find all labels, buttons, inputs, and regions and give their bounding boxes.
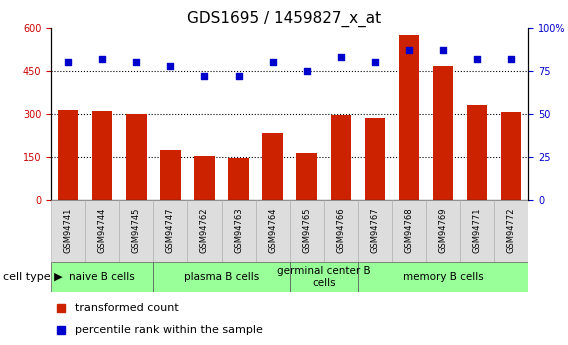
Text: GSM94762: GSM94762	[200, 207, 209, 253]
Point	[132, 59, 141, 65]
Bar	[290, 200, 324, 262]
Point	[234, 73, 243, 79]
Point	[64, 59, 73, 65]
Bar	[222, 200, 256, 262]
Text: GSM94745: GSM94745	[132, 207, 141, 253]
Text: GSM94747: GSM94747	[166, 207, 175, 253]
Bar	[494, 200, 528, 262]
Text: GSM94768: GSM94768	[404, 207, 414, 253]
Bar	[58, 110, 78, 200]
Bar	[153, 262, 290, 292]
Bar	[126, 114, 147, 200]
Bar	[460, 200, 494, 262]
Bar	[160, 150, 181, 200]
Bar	[290, 262, 358, 292]
Bar	[256, 200, 290, 262]
Bar	[228, 158, 249, 200]
Bar	[153, 200, 187, 262]
Text: germinal center B
cells: germinal center B cells	[277, 266, 370, 288]
Text: GSM94741: GSM94741	[64, 207, 73, 253]
Text: GSM94763: GSM94763	[234, 207, 243, 253]
Bar	[324, 200, 358, 262]
Bar	[85, 200, 119, 262]
Text: GSM94767: GSM94767	[370, 207, 379, 253]
Bar	[51, 262, 153, 292]
Bar	[187, 200, 222, 262]
Text: memory B cells: memory B cells	[403, 272, 483, 282]
Point	[404, 47, 414, 53]
Bar	[296, 152, 317, 200]
Text: GDS1695 / 1459827_x_at: GDS1695 / 1459827_x_at	[187, 10, 381, 27]
Text: transformed count: transformed count	[75, 303, 179, 313]
Text: GSM94771: GSM94771	[473, 207, 482, 253]
Text: GSM94772: GSM94772	[507, 207, 516, 253]
Text: plasma B cells: plasma B cells	[184, 272, 259, 282]
Bar	[194, 156, 215, 200]
Text: GSM94764: GSM94764	[268, 207, 277, 253]
Bar	[501, 112, 521, 200]
Bar	[426, 200, 460, 262]
Bar	[358, 262, 528, 292]
Point	[438, 47, 448, 53]
Point	[268, 59, 277, 65]
Bar	[392, 200, 426, 262]
Text: GSM94765: GSM94765	[302, 207, 311, 253]
Bar	[467, 105, 487, 200]
Point	[507, 56, 516, 61]
Text: GSM94766: GSM94766	[336, 207, 345, 253]
Bar	[358, 200, 392, 262]
Text: GSM94744: GSM94744	[98, 207, 107, 253]
Point	[166, 63, 175, 68]
Point	[200, 73, 209, 79]
Text: percentile rank within the sample: percentile rank within the sample	[75, 325, 263, 335]
Bar	[433, 66, 453, 200]
Bar	[51, 200, 85, 262]
Bar	[262, 132, 283, 200]
Point	[302, 68, 311, 73]
Bar	[331, 115, 351, 200]
Point	[98, 56, 107, 61]
Point	[473, 56, 482, 61]
Bar	[365, 118, 385, 200]
Bar	[92, 111, 112, 200]
Text: naive B cells: naive B cells	[69, 272, 135, 282]
Text: cell type ▶: cell type ▶	[3, 272, 62, 282]
Bar	[399, 35, 419, 200]
Bar	[119, 200, 153, 262]
Point	[336, 54, 345, 60]
Point	[370, 59, 379, 65]
Text: GSM94769: GSM94769	[438, 207, 448, 253]
